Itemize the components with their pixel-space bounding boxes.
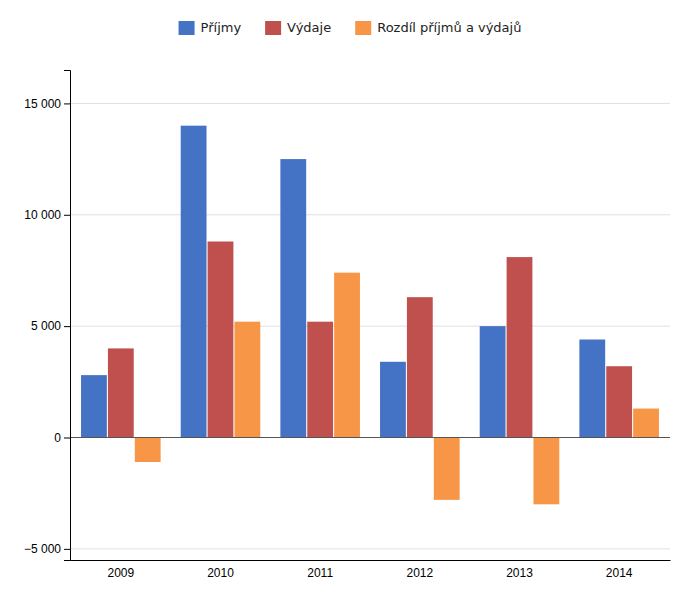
tick: −5 000 [24, 542, 70, 556]
tick-label: 2012 [406, 566, 433, 580]
legend-label: Výdaje [287, 20, 331, 35]
bar [135, 438, 161, 463]
tick: 2013 [506, 566, 533, 580]
axis-line [71, 560, 671, 561]
tick-mark [64, 438, 70, 439]
tick-label: 0 [54, 431, 61, 445]
grid [70, 103, 670, 548]
tick-mark [64, 103, 70, 104]
bar [280, 159, 306, 437]
bar [108, 348, 134, 437]
tick-label: 2014 [606, 566, 633, 580]
bar-series [108, 242, 632, 438]
bar [533, 438, 559, 505]
tick: 0 [54, 431, 70, 445]
bar [507, 257, 533, 437]
plot: −5 000 0 5 000 10 000 15 000 2009 2010 2011 2012… [24, 71, 671, 580]
tick-label: 10 000 [24, 208, 61, 222]
bars [81, 126, 659, 505]
bar [606, 366, 632, 437]
grid-line [70, 214, 670, 215]
tick: 10 000 [24, 208, 70, 222]
bar [407, 297, 433, 437]
x-axis: 2009 2010 2011 2012 2013 2014 [71, 561, 671, 580]
chart: −5 000 0 5 000 10 000 15 000 2009 2010 2011 2012… [0, 0, 700, 600]
legend-label: Příjmy [201, 20, 242, 35]
bar [434, 438, 460, 500]
chart-container: −5 000 0 5 000 10 000 15 000 2009 2010 2011 2012… [0, 0, 700, 600]
legend-swatch [355, 21, 371, 35]
tick: 2009 [107, 566, 134, 580]
bar [208, 242, 234, 438]
tick-mark [64, 549, 70, 550]
legend-item: Rozdíl příjmů a výdajů [355, 20, 521, 35]
bar [633, 409, 659, 438]
tick-label: 2013 [506, 566, 533, 580]
tick: 2014 [606, 566, 633, 580]
tick-label: −5 000 [24, 542, 61, 556]
tick-mark [64, 215, 70, 216]
tick: 15 000 [24, 97, 70, 111]
bar [81, 375, 107, 437]
tick: 5 000 [31, 319, 70, 333]
bar [334, 273, 360, 438]
bar [181, 126, 207, 438]
tick-label: 2011 [307, 566, 333, 580]
grid-line [70, 437, 670, 438]
legend-item: Příjmy [179, 20, 242, 35]
bar-series [81, 126, 605, 438]
grid-line [70, 548, 670, 549]
bar [380, 362, 406, 438]
bar [307, 322, 333, 438]
grid-line [70, 103, 670, 104]
bar [480, 326, 506, 437]
tick: 2010 [207, 566, 234, 580]
tick-label: 2010 [207, 566, 234, 580]
tick-label: 2009 [107, 566, 134, 580]
tick-label: 15 000 [24, 97, 61, 111]
bar [579, 340, 605, 438]
legend-swatch [179, 21, 195, 35]
tick: 2011 [307, 566, 333, 580]
tick: 2012 [406, 566, 433, 580]
legend-label: Rozdíl příjmů a výdajů [377, 20, 521, 35]
axis-line [64, 71, 71, 561]
legend: Příjmy Výdaje Rozdíl příjmů a výdajů [179, 20, 522, 35]
y-axis: −5 000 0 5 000 10 000 15 000 [24, 71, 71, 561]
legend-swatch [265, 21, 281, 35]
tick-mark [64, 326, 70, 327]
grid-line [70, 326, 670, 327]
legend-item: Výdaje [265, 20, 331, 35]
bar-series [135, 273, 659, 505]
zero-line [70, 437, 670, 438]
bar [234, 322, 260, 438]
tick-label: 5 000 [31, 319, 61, 333]
